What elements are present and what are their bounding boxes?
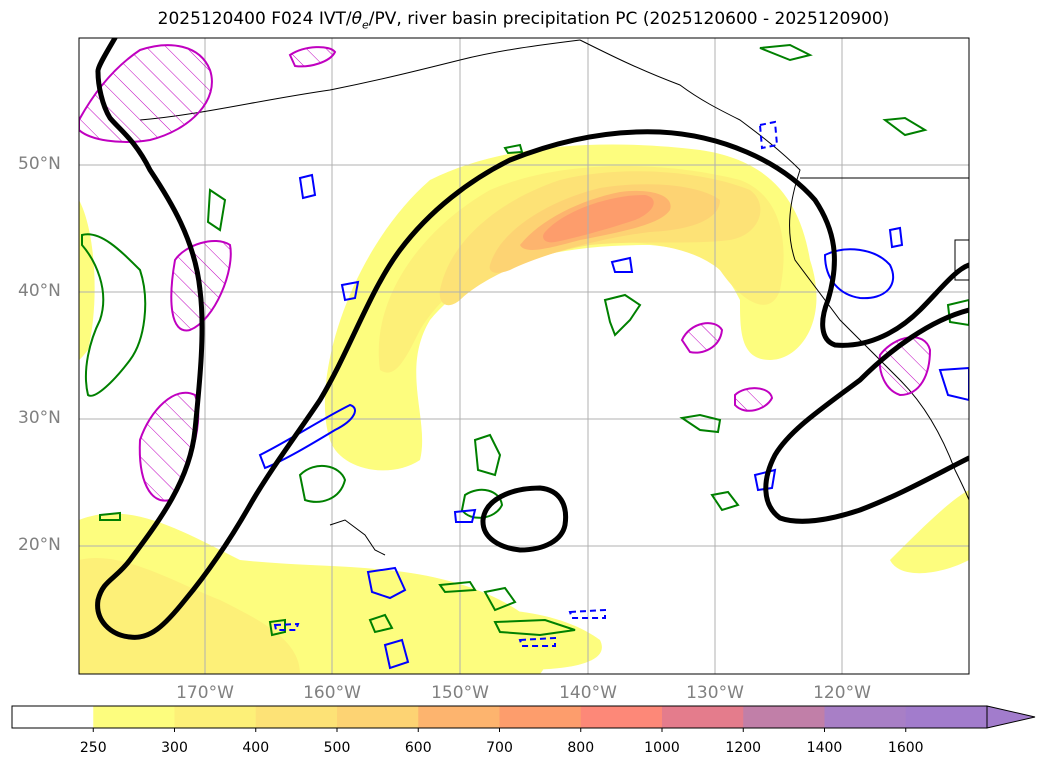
theta-e-small-1 bbox=[206, 188, 227, 232]
colorbar-label: 1400 bbox=[806, 740, 843, 756]
colorbar-label: 800 bbox=[567, 740, 595, 756]
theta-e-contours bbox=[81, 43, 969, 637]
colorbar-label: 500 bbox=[323, 740, 351, 756]
theta-e-small-12 bbox=[759, 43, 813, 62]
colorbar-label: 250 bbox=[79, 740, 107, 756]
ivt-250-east-region bbox=[890, 490, 969, 574]
pv-negative-small-10 bbox=[758, 120, 779, 150]
theta-e-small-10 bbox=[679, 413, 722, 434]
pv-negative-small-4 bbox=[366, 566, 407, 600]
theta-e-small-9 bbox=[368, 613, 394, 634]
colorbar-label: 300 bbox=[161, 740, 188, 756]
theta-e-small-2 bbox=[603, 293, 642, 337]
ivt-300-south-region bbox=[79, 558, 300, 674]
lon-label-170w: 170°W bbox=[176, 683, 234, 703]
lat-label-40n: 40°N bbox=[18, 281, 61, 301]
colorbar-segment bbox=[662, 706, 744, 728]
theta-e-small-4 bbox=[460, 488, 504, 519]
great-basin-border bbox=[954, 239, 969, 281]
lon-label-120w: 120°W bbox=[813, 683, 871, 703]
theta-e-small-5 bbox=[473, 433, 502, 477]
colorbar bbox=[11, 705, 1036, 732]
ivt-700-region bbox=[543, 195, 654, 243]
theta-e-west-band bbox=[81, 233, 147, 397]
lat-label-30n: 30°N bbox=[18, 408, 61, 428]
colorbar-label: 1200 bbox=[725, 740, 762, 756]
aleutian-alaska-coast bbox=[139, 39, 581, 121]
pv-positive-california bbox=[878, 336, 932, 397]
theta-e-small-15 bbox=[503, 143, 524, 155]
pv-positive-north bbox=[288, 46, 337, 68]
pv-negative-nevada bbox=[823, 248, 895, 300]
colorbar-segment bbox=[580, 706, 663, 728]
colorbar-segment bbox=[418, 706, 500, 728]
lon-label-160w: 160°W bbox=[303, 683, 361, 703]
colorbar-segment bbox=[174, 706, 257, 728]
pv-negative-small-3 bbox=[610, 256, 634, 273]
ivt-contour-east bbox=[763, 307, 969, 524]
gridlines bbox=[79, 38, 969, 674]
colorbar-label: 1000 bbox=[644, 740, 680, 756]
pv-negative-dashed-2 bbox=[518, 636, 556, 647]
hawaii-islands bbox=[329, 519, 386, 556]
lon-label-140w: 140°W bbox=[559, 683, 617, 703]
colorbar-segment bbox=[255, 706, 338, 728]
colorbar-segment bbox=[93, 706, 175, 728]
colorbar-label: 700 bbox=[486, 740, 513, 756]
pv-positive-south-central bbox=[734, 387, 774, 412]
colorbar-label: 400 bbox=[242, 740, 270, 756]
theta-e-small-8 bbox=[483, 586, 517, 612]
ivt-contour-main bbox=[95, 38, 969, 640]
pv-negative-small-5 bbox=[383, 638, 410, 670]
theta-e-small-6 bbox=[438, 580, 477, 594]
coastlines bbox=[139, 39, 969, 556]
colorbar-segment bbox=[743, 706, 825, 728]
pv-negative-dashed-3 bbox=[273, 622, 300, 631]
pv-negative-dashed-1 bbox=[568, 608, 606, 619]
theta-e-small-3 bbox=[298, 465, 347, 503]
colorbar-label: 600 bbox=[404, 740, 432, 756]
map-frame bbox=[78, 37, 970, 675]
theta-e-small-13 bbox=[882, 116, 928, 137]
pv-negative-contours bbox=[258, 120, 969, 670]
colorbar-segment bbox=[824, 706, 907, 728]
colorbar-segment bbox=[12, 706, 94, 728]
theta-e-small-17 bbox=[99, 511, 121, 521]
lon-label-150w: 150°W bbox=[431, 683, 489, 703]
pv-positive-central bbox=[680, 322, 724, 354]
colorbar-extend-arrow bbox=[986, 705, 1036, 729]
colorbar-segment bbox=[905, 706, 988, 728]
lat-label-20n: 20°N bbox=[18, 535, 61, 555]
pv-negative-small-9 bbox=[888, 226, 904, 249]
plot-title: 2025120400 F024 IVT/θe/PV, river basin p… bbox=[157, 9, 890, 32]
lat-label-50n: 50°N bbox=[18, 154, 61, 174]
theta-e-small-16 bbox=[268, 618, 286, 637]
colorbar-label: 1600 bbox=[887, 740, 924, 756]
ivt-contour-low bbox=[480, 485, 569, 553]
pv-negative-small-7 bbox=[938, 366, 969, 402]
ivt-contours bbox=[95, 38, 969, 640]
theta-e-small-7 bbox=[493, 618, 576, 637]
pv-positive-southwest bbox=[138, 391, 200, 502]
pv-negative-small-8 bbox=[453, 508, 477, 523]
colorbar-segment bbox=[337, 706, 419, 728]
pv-negative-small-2 bbox=[340, 280, 360, 302]
lon-label-130w: 130°W bbox=[686, 683, 744, 703]
pv-negative-small-1 bbox=[298, 173, 317, 200]
theta-e-small-11 bbox=[710, 490, 740, 512]
colorbar-segment bbox=[499, 706, 582, 728]
north-america-coast bbox=[579, 39, 969, 501]
